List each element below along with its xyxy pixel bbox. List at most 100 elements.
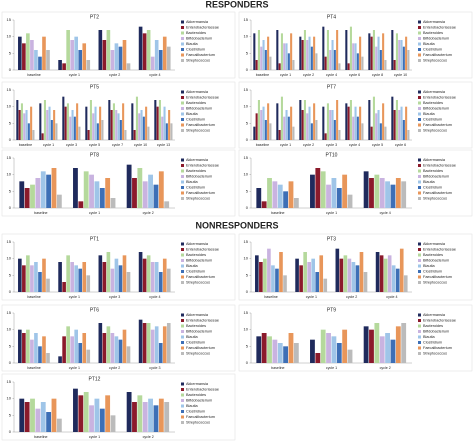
bar [22,333,26,363]
bar [137,168,143,208]
legend-swatch [418,275,421,279]
bar [99,188,105,208]
bar [372,96,375,140]
legend-label: Bifidobacterium [186,107,212,111]
legend-swatch [418,158,421,162]
legend-swatch [181,281,184,284]
bar [385,333,390,363]
bar [359,252,364,292]
legend-swatch [181,399,184,402]
bar [293,343,299,363]
bar [306,40,309,70]
bar [324,56,327,70]
bar [25,110,28,140]
y-tick-label: 5 [9,412,12,417]
bar [110,110,113,140]
bar [69,116,72,140]
bar [150,56,155,70]
bar [135,96,138,140]
legend-swatch [418,242,421,246]
y-tick-label: 15 [7,17,12,22]
bar [405,36,408,70]
bar [99,106,102,140]
bar [279,252,283,292]
bar [46,50,50,70]
bar [30,339,34,363]
bar [349,100,352,140]
legend-swatch [418,197,421,200]
legend-label: Clostridium [186,341,205,345]
bar [145,106,148,140]
section-title: NONRESPONDERS [195,220,278,230]
x-tick-label: cycle 2 [143,211,154,215]
bar [66,326,70,363]
bar [399,248,404,292]
legend-label: Streptococcus [186,352,210,356]
legend-label: Blautia [186,42,198,46]
legend-label: Clostridium [423,186,442,190]
bar [30,106,33,140]
chart-title: PT2 [90,14,99,20]
legend-swatch [418,313,421,317]
bar [292,60,295,70]
legend-swatch [181,415,184,419]
legend-label: Clostridium [186,410,205,414]
y-tick-label: 15 [244,239,249,244]
y-tick-label: 10 [7,172,12,177]
bar [137,395,143,432]
x-tick-label: baseline [264,295,277,299]
bar [336,343,342,363]
bar [315,120,318,140]
bar [148,398,153,432]
x-tick-label: cycle 2 [109,366,120,370]
legend-swatch [181,123,184,127]
legend-label: Faecalibacterium [423,275,452,279]
bar [310,339,315,363]
x-tick-label: cycle 5 [372,143,383,147]
bar [96,123,99,140]
bar [150,329,155,363]
bar [347,194,353,208]
x-tick-label: baseline [27,73,40,77]
legend-swatch [418,123,421,127]
legend-label: Faecalibacterium [186,275,215,279]
bar [395,100,398,140]
bar [101,120,104,140]
bar [290,106,293,140]
bar [56,194,62,208]
bar [138,26,143,71]
bar [94,106,97,140]
bar [62,96,65,140]
legend-label: Blautia [186,112,198,116]
bar [106,30,111,70]
bar [280,96,283,140]
bar [313,36,316,70]
bar [372,30,375,70]
bar [66,255,70,292]
legend-swatch [181,48,184,51]
y-tick-label: 0 [246,289,249,294]
x-tick-label: cycle 1 [89,211,100,215]
x-tick-label: cycle 13 [157,143,170,147]
bar [261,201,267,208]
legend-label: Clostridium [423,48,442,52]
bar [306,113,309,140]
bar [22,265,26,292]
bar [102,40,107,70]
bar [361,123,364,140]
bar [30,265,34,292]
x-tick-label: baseline [271,366,284,370]
panel [238,149,473,217]
bar [262,106,265,140]
bar [308,106,311,140]
bar [320,171,326,208]
bar [83,392,89,432]
legend-label: Clostridium [186,270,205,274]
bar [382,33,385,70]
bar [162,258,167,292]
legend-label: Akkermansia [423,242,446,246]
bar [393,110,396,140]
bar [272,339,278,363]
bar [126,63,131,70]
legend-label: Akkermansia [423,313,446,317]
